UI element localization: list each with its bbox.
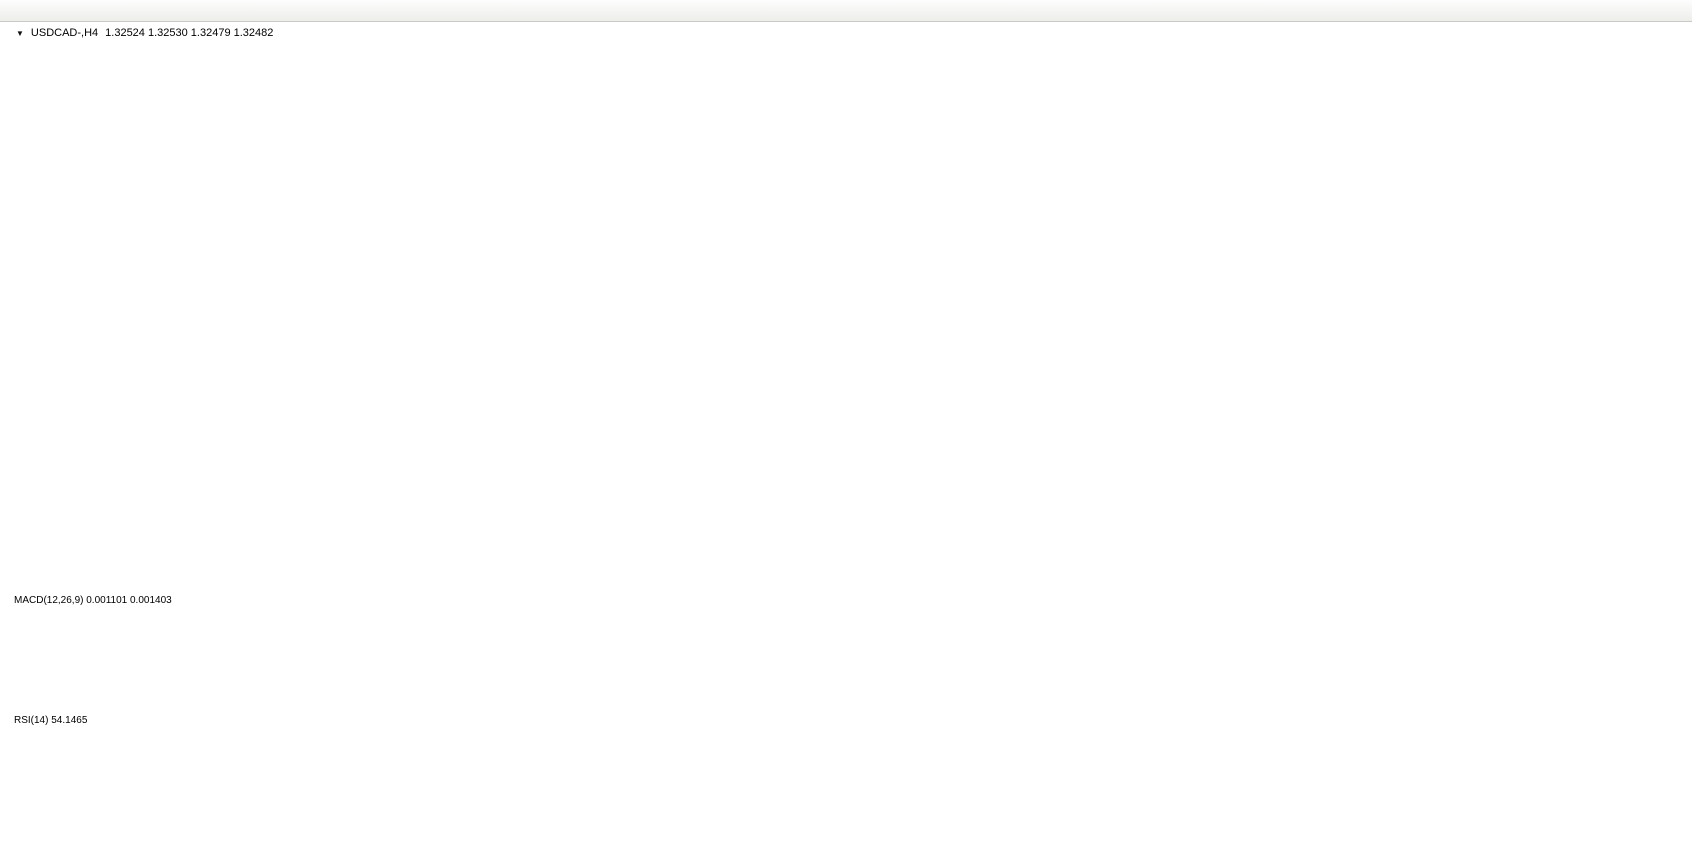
symbol-period-label: USDCAD-,H4 bbox=[30, 27, 99, 39]
ohlc-values: 1.32524 1.32530 1.32479 1.32482 bbox=[105, 27, 274, 39]
macd-indicator-label: MACD(12,26,9) 0.001101 0.001403 bbox=[14, 595, 172, 606]
chart-symbol-header: ▼ USDCAD-,H4 1.32524 1.32530 1.32479 1.3… bbox=[16, 27, 273, 39]
chevron-down-icon[interactable]: ▼ bbox=[16, 28, 24, 38]
rsi-indicator-label: RSI(14) 54.1465 bbox=[14, 715, 88, 726]
toolbar bbox=[0, 0, 1692, 22]
